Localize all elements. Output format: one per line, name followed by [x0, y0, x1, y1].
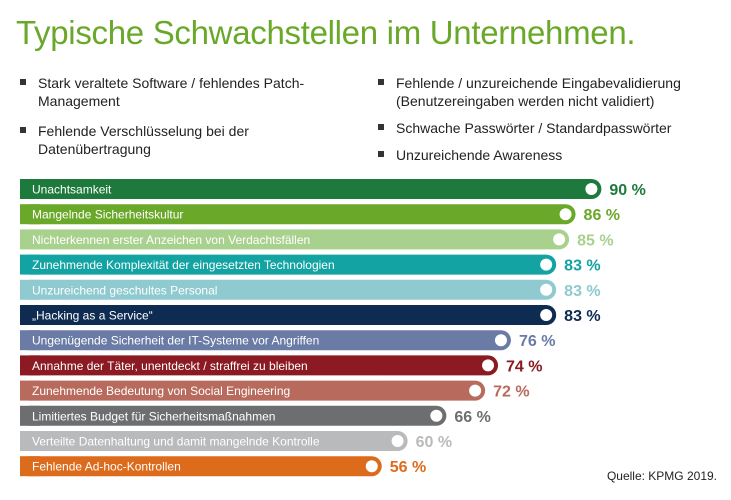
bar-value-label: 90 % [609, 182, 645, 199]
bar-end-dot [494, 334, 507, 347]
bar [20, 305, 557, 325]
bar-left-edge [20, 204, 40, 225]
bar-left-edge [20, 229, 40, 250]
bar [20, 431, 408, 451]
bar-end-dot [430, 409, 443, 422]
bar-label: Unachtsamkeit [32, 183, 112, 197]
bar [20, 254, 557, 275]
bar-left-edge [20, 254, 40, 275]
bar-value-label: 86 % [584, 207, 620, 224]
bar [20, 355, 499, 376]
bar-left-edge [20, 405, 40, 426]
bar-left-edge [20, 179, 40, 199]
bar-end-dot [540, 283, 553, 296]
bar-label: Limitiertes Budget für Sicherheitsmaßnah… [32, 409, 275, 423]
bar-end-dot [391, 435, 404, 447]
bar-value-label: 56 % [390, 459, 426, 476]
bar-end-dot [469, 384, 482, 397]
bar-label: Zunehmende Komplexität der eingesetzten … [32, 258, 335, 272]
bar [20, 204, 576, 225]
bar-value-label: 83 % [564, 283, 600, 300]
bullet-item: Schwache Passwörter / Standardpasswörter [378, 119, 718, 137]
bar-label: Mangelnde Sicherheitskultur [32, 208, 183, 222]
bar-label: Verteilte Datenhaltung und damit mangeln… [32, 435, 320, 449]
bar-left-edge [20, 431, 40, 451]
bar-label: Zunehmende Bedeutung von Social Engineer… [32, 384, 290, 398]
bullet-list-left: Stark veraltete Software / fehlendes Pat… [20, 74, 320, 170]
bar-value-label: 76 % [519, 333, 555, 350]
bar-end-dot [540, 258, 553, 271]
bar-left-edge [20, 380, 40, 401]
bar [20, 380, 486, 401]
bar-end-dot [540, 309, 553, 321]
bar-left-edge [20, 279, 40, 300]
bar-end-dot [482, 359, 495, 372]
source-note: Quelle: KPMG 2019. [606, 469, 717, 483]
bar-label: Annahme der Täter, unentdeckt / straffre… [32, 359, 308, 373]
bullet-list-right: Fehlende / unzureichende Eingabevalidier… [378, 74, 718, 173]
bar-end-dot [585, 183, 598, 195]
bullet-item: Unzureichende Awareness [378, 146, 718, 164]
bar-label: Unzureichend geschultes Personal [32, 283, 217, 297]
bar-value-label: 60 % [416, 434, 452, 451]
bar-left-edge [20, 355, 40, 376]
bar [20, 179, 602, 199]
bullet-item: Stark veraltete Software / fehlendes Pat… [20, 74, 320, 110]
bar-value-label: 74 % [506, 358, 542, 375]
bar [20, 456, 382, 477]
bar [20, 229, 570, 250]
bar-value-label: 72 % [493, 384, 529, 401]
bar-end-dot [553, 233, 566, 246]
bar-label: Fehlende Ad-hoc-Kontrollen [32, 460, 181, 474]
bar [20, 279, 557, 300]
bar-end-dot [559, 208, 572, 221]
bar-label: Ungenügende Sicherheit der IT-Systeme vo… [32, 334, 319, 348]
bar-value-label: 66 % [454, 409, 490, 426]
bar-left-edge [20, 330, 40, 351]
bar-label: Nichterkennen erster Anzeichen von Verda… [32, 233, 310, 247]
bar [20, 330, 511, 351]
bar-value-label: 85 % [577, 232, 613, 249]
bullet-item: Fehlende Verschlüsselung bei der Datenüb… [20, 122, 320, 158]
bar-left-edge [20, 305, 40, 325]
bar-left-edge [20, 456, 40, 477]
bullet-item: Fehlende / unzureichende Eingabevalidier… [378, 74, 718, 110]
bar [20, 405, 447, 426]
bar-label: „Hacking as a Service“ [32, 309, 153, 323]
bar-value-label: 83 % [564, 258, 600, 275]
bar-end-dot [365, 460, 378, 473]
bar-value-label: 83 % [564, 308, 600, 325]
page-title: Typische Schwachstellen im Unternehmen. [16, 14, 636, 51]
